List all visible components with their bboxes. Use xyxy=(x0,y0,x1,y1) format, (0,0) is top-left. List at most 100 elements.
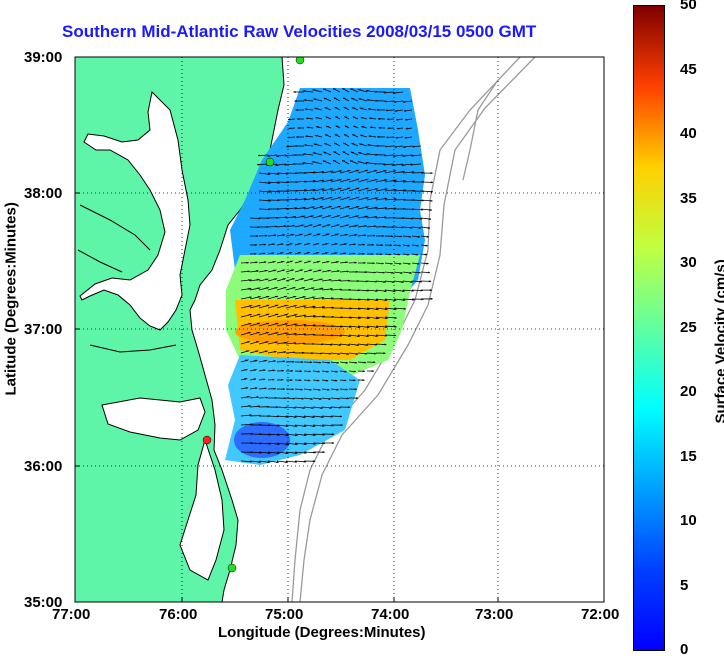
velocity-arrow xyxy=(258,278,270,282)
velocity-arrow xyxy=(312,306,325,309)
colorbar-tick: 30 xyxy=(680,254,697,271)
pamlico-sound xyxy=(179,438,225,581)
velocity-arrow xyxy=(324,107,332,111)
velocity-arrow xyxy=(357,334,369,337)
velocity-arrow xyxy=(375,289,387,292)
y-tick-label: 35:00 xyxy=(24,594,63,611)
velocity-arrow xyxy=(369,126,377,129)
colorbar xyxy=(633,5,665,651)
velocity-arrow xyxy=(294,433,307,436)
x-tick-label: 75:00 xyxy=(265,606,304,623)
velocity-arrow xyxy=(312,242,320,246)
y-tick-label: 37:00 xyxy=(24,321,63,338)
velocity-arrow xyxy=(294,388,303,391)
velocity-arrow xyxy=(276,243,284,246)
velocity-arrow xyxy=(366,169,378,174)
velocity-arrow xyxy=(339,334,351,337)
velocity-arrow xyxy=(293,154,304,156)
velocity-arrow xyxy=(339,379,347,382)
velocity-arrow xyxy=(375,225,386,228)
velocity-arrow xyxy=(276,388,285,390)
velocity-arrow xyxy=(420,226,431,229)
velocity-arrow xyxy=(330,233,340,237)
velocity-arrow xyxy=(357,206,370,210)
velocity-arrow xyxy=(250,235,259,237)
velocity-arrow xyxy=(402,100,413,103)
velocity-arrow xyxy=(366,153,377,156)
velocity-arrow xyxy=(375,216,387,219)
velocity-arrow xyxy=(294,397,304,400)
velocity-arrow xyxy=(303,242,311,246)
velocity-arrow xyxy=(312,98,323,102)
velocity-arrow xyxy=(285,406,296,409)
velocity-arrow xyxy=(385,109,395,112)
velocity-arrow xyxy=(294,278,305,282)
velocity-arrow xyxy=(258,442,271,445)
velocity-vectors xyxy=(240,88,433,463)
velocity-arrow xyxy=(411,217,423,220)
velocity-arrow xyxy=(285,287,297,291)
velocity-arrow xyxy=(330,187,343,192)
velocity-arrow xyxy=(374,90,386,93)
velocity-arrow xyxy=(348,316,361,319)
velocity-arrow xyxy=(294,342,306,345)
velocity-arrow xyxy=(420,235,429,238)
velocity-arrow xyxy=(348,215,360,219)
velocity-arrow xyxy=(384,100,395,103)
velocity-arrow xyxy=(267,287,279,291)
velocity-arrow xyxy=(312,179,325,183)
velocity-arrow xyxy=(276,216,288,219)
velocity-arrow xyxy=(312,370,320,373)
velocity-arrow xyxy=(330,343,342,346)
velocity-arrow xyxy=(267,387,276,390)
velocity-arrow xyxy=(393,271,403,274)
velocity-arrow xyxy=(303,197,315,201)
velocity-arrow xyxy=(240,341,251,345)
velocity-arrow xyxy=(294,296,307,300)
velocity-arrow xyxy=(303,324,316,327)
velocity-arrow xyxy=(357,243,365,246)
velocity-arrow xyxy=(395,136,404,139)
colorbar-tick: 15 xyxy=(680,448,697,465)
velocity-arrow xyxy=(343,142,350,147)
velocity-arrow xyxy=(312,352,323,355)
velocity-arrow xyxy=(348,196,360,201)
velocity-arrow xyxy=(387,127,395,130)
velocity-arrow xyxy=(412,145,422,148)
colorbar-tick: 25 xyxy=(680,319,697,336)
velocity-arrow xyxy=(321,270,332,273)
velocity-arrow xyxy=(366,307,379,310)
velocity-arrow xyxy=(420,217,432,220)
velocity-arrow xyxy=(276,424,289,427)
velocity-arrow xyxy=(348,307,361,310)
velocity-arrow xyxy=(303,379,311,382)
velocity-arrow xyxy=(306,126,314,129)
velocity-arrow xyxy=(314,117,323,120)
velocity-arrow xyxy=(375,197,388,201)
velocity-arrow xyxy=(402,154,413,157)
velocity-arrow xyxy=(294,361,304,363)
x-tick-label: 76:00 xyxy=(159,606,198,623)
velocity-arrow xyxy=(339,343,351,346)
velocity-arrow xyxy=(339,370,347,373)
velocity-arrow xyxy=(258,243,266,246)
velocity-arrow xyxy=(285,278,296,282)
velocity-arrow xyxy=(267,269,278,273)
velocity-arrow xyxy=(343,106,350,111)
velocity-arrow xyxy=(339,224,350,228)
velocity-arrow xyxy=(330,406,342,409)
velocity-arrow xyxy=(285,207,298,210)
velocity-arrow xyxy=(342,151,350,156)
velocity-arrow xyxy=(294,242,303,246)
velocity-arrow xyxy=(276,261,286,264)
velocity-arrow xyxy=(350,151,359,156)
velocity-arrow xyxy=(303,424,316,427)
velocity-arrow xyxy=(375,235,385,237)
velocity-arrow xyxy=(258,460,270,463)
velocity-arrow xyxy=(339,261,349,264)
colorbar-label: Surface Velocity (cm/s) xyxy=(712,259,724,424)
velocity-arrow xyxy=(312,152,323,156)
velocity-arrow xyxy=(384,170,397,174)
velocity-arrow xyxy=(350,88,359,93)
velocity-arrow xyxy=(420,208,432,211)
